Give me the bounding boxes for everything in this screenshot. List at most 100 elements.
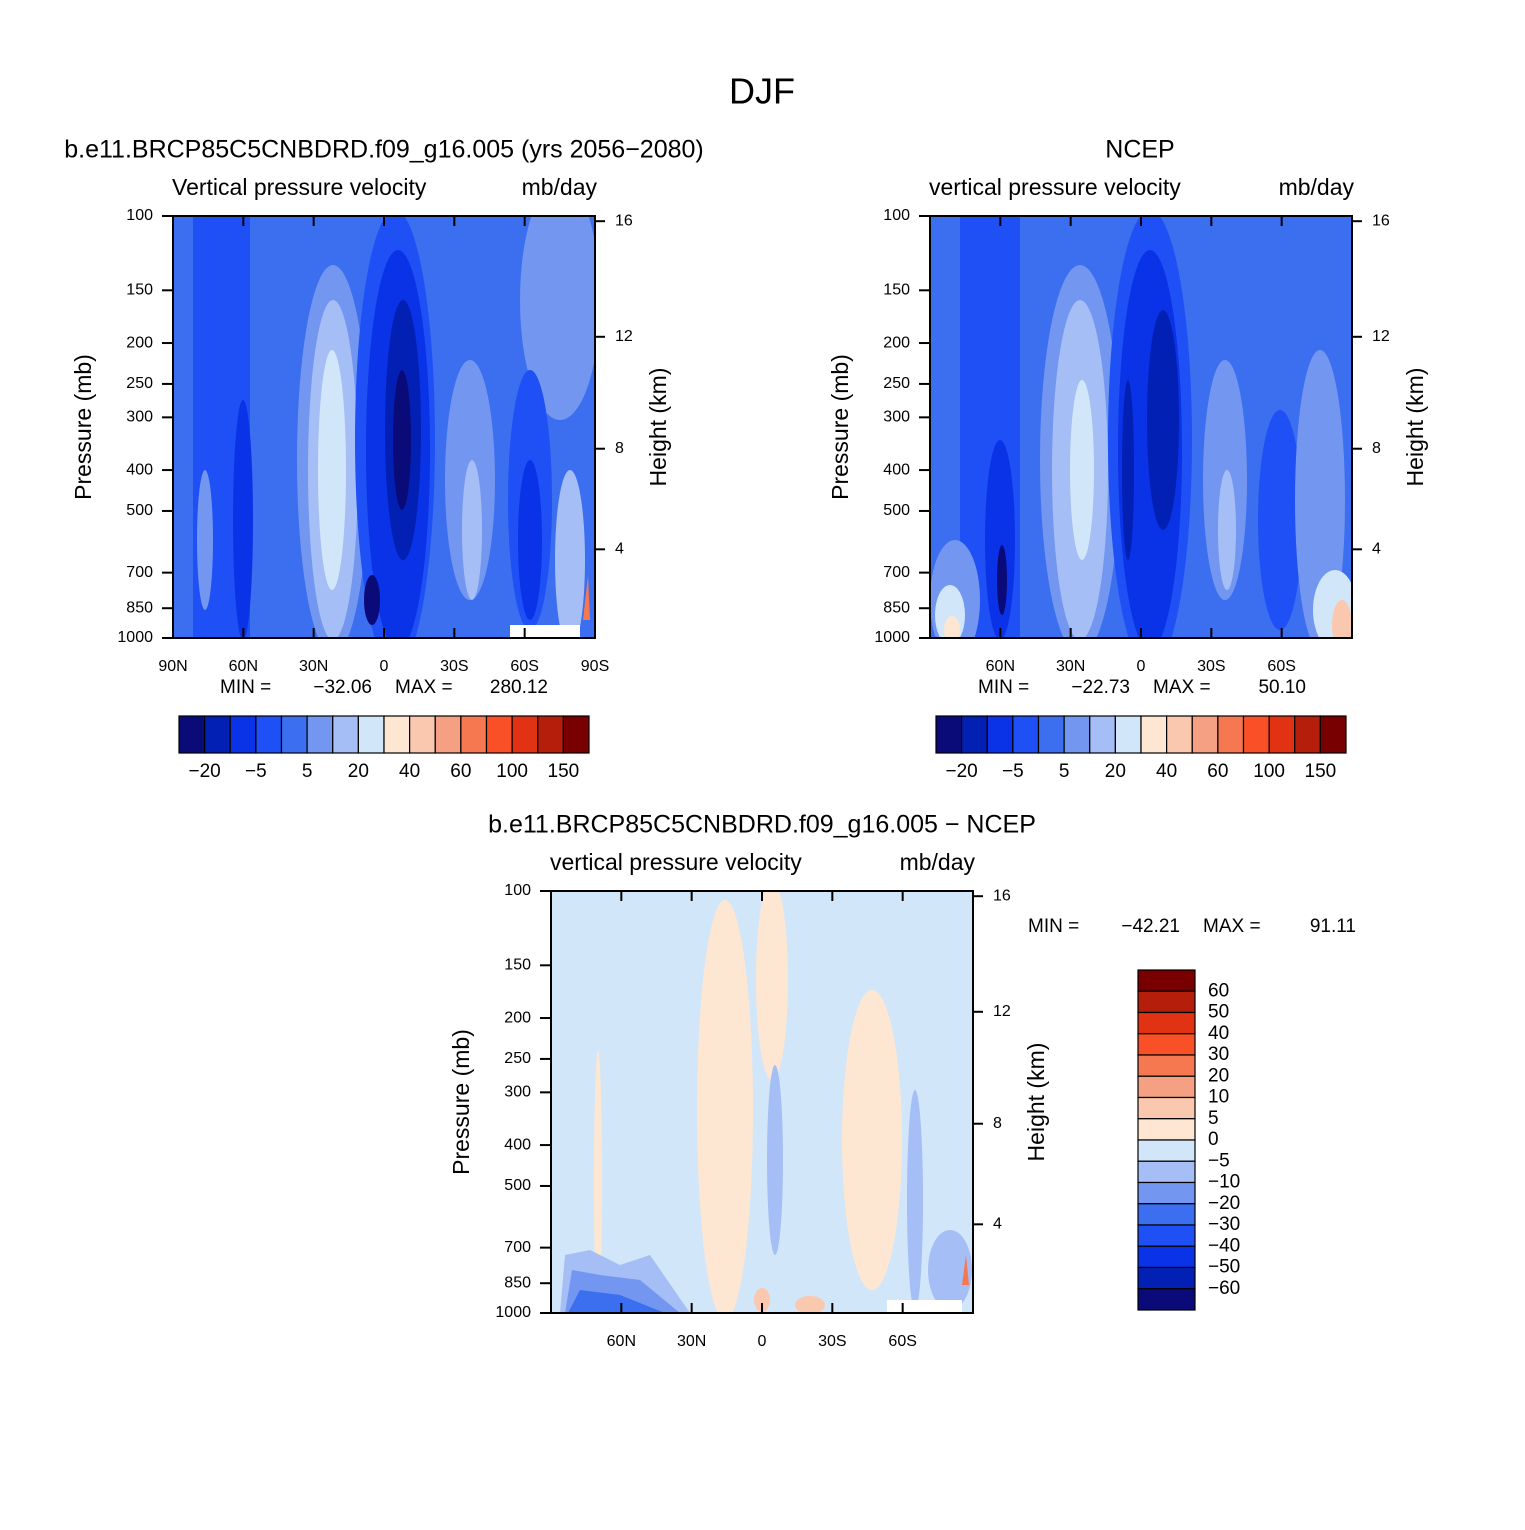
colorbar-label: −20 [1208,1193,1240,1214]
colorbar-label: −10 [1208,1172,1240,1193]
y-tick-label: 250 [883,375,910,392]
colorbar-label: 60 [1207,761,1228,782]
x-tick-label: 60N [986,658,1015,675]
x-tick-label: 0 [1137,658,1146,675]
colorbar-box [1137,1160,1196,1184]
x-tick-label: 30N [677,1333,706,1350]
stat-value: 91.11 [1310,916,1356,937]
colorbar-label: 40 [399,761,420,782]
colorbar-label: −5 [245,761,267,782]
colorbar-label: −40 [1208,1235,1240,1256]
colorbar-label: 100 [496,761,528,782]
y-tick-label: 850 [504,1274,531,1291]
y2-tick-label: 8 [615,440,624,457]
colorbar-label: 10 [1208,1087,1229,1108]
colorbar-box [935,715,963,754]
y2-tick-label: 4 [615,541,624,558]
x-tick-label: 0 [380,658,389,675]
colorbar-box [1137,1096,1196,1120]
colorbar-label: 40 [1208,1023,1229,1044]
y-tick-label: 100 [126,207,153,224]
units-label: mb/day [522,174,598,200]
panel-subtitle: vertical pressure velocity [550,849,802,875]
colorbar-box [383,715,411,754]
colorbar-label: −60 [1208,1278,1240,1299]
stat-label: MIN = [978,677,1029,698]
colorbar-box [986,715,1014,754]
x-tick-label: 0 [758,1333,767,1350]
y-tick-label: 250 [126,375,153,392]
contour-field [173,216,595,638]
colorbar-box [511,715,539,754]
colorbar-label: −5 [1208,1150,1230,1171]
y2-tick-label: 16 [615,212,633,229]
x-tick-label: 30N [1056,658,1085,675]
colorbar-label: −20 [946,761,978,782]
colorbar-label: −30 [1208,1214,1240,1235]
colorbar-box [1140,715,1168,754]
x-tick-label: 60N [229,658,258,675]
colorbar-label: 150 [1305,761,1337,782]
x-tick-label: 30S [440,658,468,675]
colorbar-label: 0 [1208,1129,1219,1150]
colorbar-box [1137,1203,1196,1226]
y-tick-label: 400 [883,461,910,478]
y-axis-label: Pressure (mb) [827,354,853,500]
y-tick-label: 1000 [495,1304,531,1321]
y-tick-label: 500 [126,502,153,519]
stat-value: −32.06 [313,677,372,698]
y-tick-label: 300 [126,409,153,426]
x-tick-label: 90S [581,658,609,675]
colorbar-box [1242,715,1270,754]
figure-title: DJF [729,71,795,112]
colorbar-box [1137,1224,1196,1247]
colorbar-box [1063,715,1091,754]
colorbar-box [229,715,257,754]
colorbar-box [460,715,488,754]
y2-tick-label: 4 [993,1216,1002,1233]
y-tick-label: 700 [126,564,153,581]
colorbar-label: 100 [1253,761,1285,782]
y-tick-label: 300 [883,409,910,426]
stat-label: MAX = [1153,677,1211,698]
colorbar-box [1137,1266,1196,1290]
stat-value: −22.73 [1071,677,1130,698]
colorbar-box [1166,715,1193,754]
colorbar-box [1137,1288,1196,1311]
units-label: mb/day [900,849,976,875]
y2-axis-label: Height (km) [645,368,671,487]
y-tick-label: 250 [504,1050,531,1067]
x-tick-label: 30S [818,1333,846,1350]
colorbar-box [280,715,308,754]
colorbar-box [1137,1011,1196,1035]
contour-field [551,891,973,1313]
panel-title: b.e11.BRCP85C5CNBDRD.f09_g16.005 − NCEP [488,811,1036,839]
colorbar-box [1137,1075,1196,1099]
contour-field [930,216,1352,638]
y-tick-label: 150 [504,957,531,974]
y-tick-label: 150 [126,282,153,299]
y2-tick-label: 8 [1372,440,1381,457]
y-tick-label: 1000 [117,629,153,646]
y-tick-label: 850 [126,599,153,616]
y-tick-label: 1000 [874,629,910,646]
y-tick-label: 200 [883,334,910,351]
x-tick-label: 60S [888,1333,916,1350]
colorbar-box [1191,715,1219,754]
colorbar-box [562,715,590,754]
colorbar-label: 20 [1208,1065,1229,1086]
stat-label: MAX = [1203,916,1261,937]
colorbar-box [961,715,988,754]
y-tick-label: 500 [883,502,910,519]
y2-tick-label: 4 [1372,541,1381,558]
y-tick-label: 200 [126,334,153,351]
colorbar-label: 50 [1208,1002,1229,1023]
colorbar-label: 150 [548,761,580,782]
units-label: mb/day [1279,174,1355,200]
colorbar-box [434,715,462,754]
colorbar-box [1137,1054,1196,1077]
colorbar-label: 5 [1208,1108,1219,1129]
colorbar-box [1319,715,1347,754]
colorbar-box [1012,715,1040,754]
